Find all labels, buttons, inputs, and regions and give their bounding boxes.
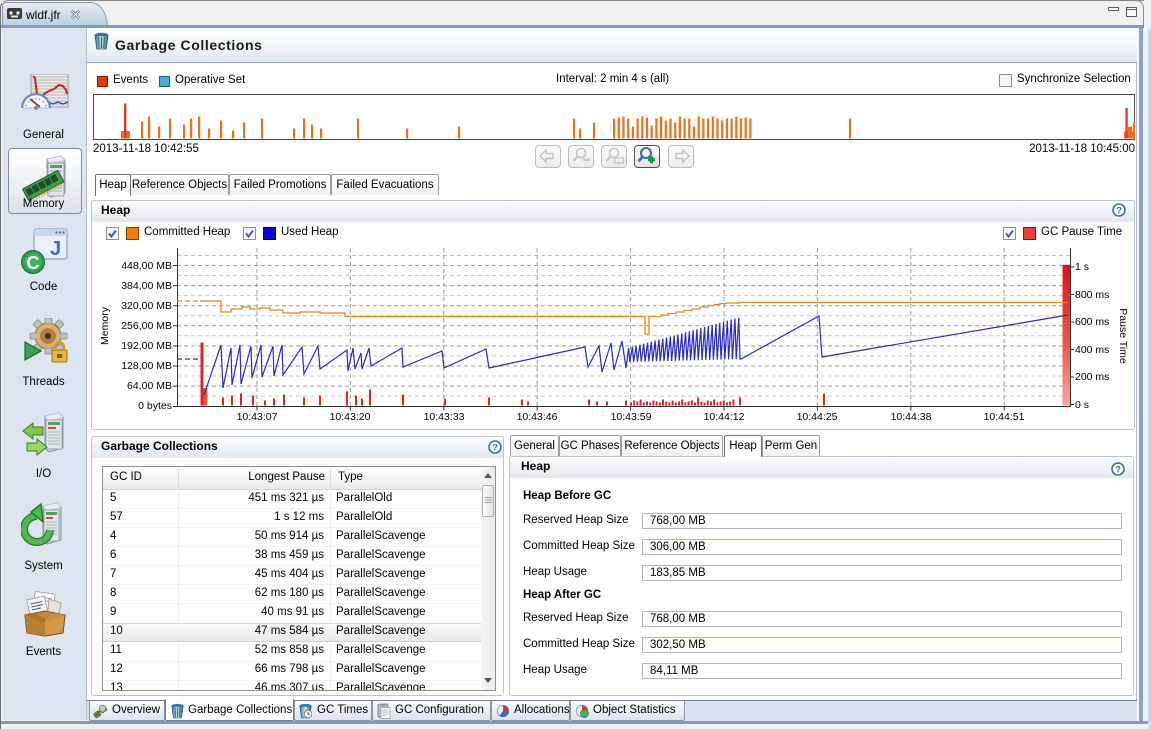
svg-text:?: ?: [492, 442, 498, 453]
svg-text:C: C: [27, 253, 40, 273]
svg-text:?: ?: [1116, 205, 1122, 216]
svg-text:J: J: [50, 238, 61, 260]
svg-text:?: ?: [1115, 464, 1121, 475]
